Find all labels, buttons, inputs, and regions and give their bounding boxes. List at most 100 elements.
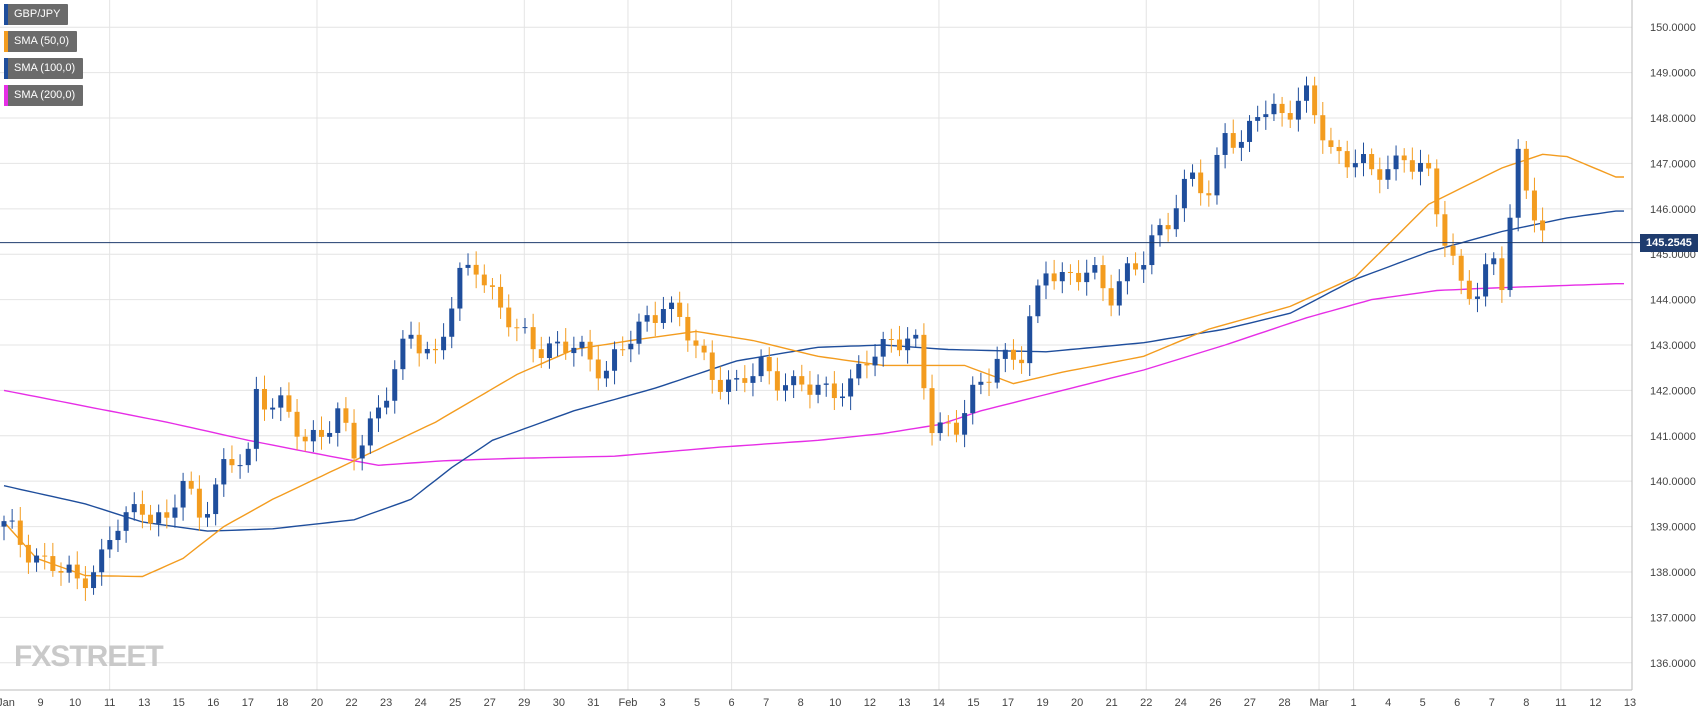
candle-body [74,564,80,579]
y-tick-label: 146.0000 [1650,204,1696,216]
candle-body [514,327,520,329]
candle-body [1295,100,1301,120]
x-tick-label: 14 [933,697,945,709]
y-tick-label: 142.0000 [1650,385,1696,397]
candle-body [823,383,829,385]
candle-body [441,336,447,351]
candle-body [188,480,194,489]
candle-body [237,465,243,467]
x-tick-label: 10 [829,697,841,709]
x-tick-label: 27 [1244,697,1256,709]
candle-body [196,488,202,518]
legend-swatch [4,85,8,106]
legend-item-sma100: SMA (100,0) [4,58,84,79]
candle-body [1157,225,1163,236]
candle-body [848,378,854,397]
x-tick-label: 11 [104,697,115,709]
candle-body [1108,288,1114,306]
x-tick-label: 6 [729,697,735,709]
candle-body [99,549,105,573]
candle-body [1409,160,1415,172]
candle-body [432,348,438,351]
candle-body [1360,154,1366,164]
candle-body [726,379,732,392]
candle-body [644,315,650,322]
candle-body [734,378,740,380]
candle-body [286,395,292,412]
candle-body [66,564,72,573]
candle-body [310,429,316,442]
candle-body [172,507,178,518]
sma-lines [3,153,1624,578]
x-tick-label: 17 [1002,697,1014,709]
candle-body [1499,258,1505,291]
x-tick-label: 16 [207,697,219,709]
candle-body [612,349,618,371]
candle-body [1377,169,1383,180]
candle-body [1100,265,1106,289]
x-tick-label: Jan [0,697,15,709]
candle-body [896,339,902,351]
x-tick-label: 13 [898,697,910,709]
candle-body [50,556,56,571]
x-tick-label: 12 [864,697,876,709]
candle-body [1141,265,1147,270]
candle-body [384,400,390,408]
candle-body [628,343,634,350]
candle-body [1352,163,1358,168]
candle-body [758,357,764,377]
candle-body [42,555,48,557]
y-tick-label: 150.0000 [1650,22,1696,34]
candle-body [774,371,780,391]
x-tick-label: 24 [1175,697,1187,709]
candle-body [1165,225,1171,230]
legend-label: SMA (50,0) [14,35,70,47]
legend-item-sma200: SMA (200,0) [4,85,84,106]
candle-body [318,429,324,437]
candle-body [1328,140,1334,147]
y-tick-label: 145.0000 [1650,249,1696,261]
candle-body [1092,265,1098,273]
candle-body [1010,349,1016,360]
candle-body [1450,245,1456,256]
x-tick-label: 28 [1278,697,1290,709]
candle-body [669,302,675,310]
x-tick-label: 11 [1555,697,1566,709]
candle-body [831,383,837,399]
x-tick-label: 19 [1036,697,1048,709]
candle-body [1434,168,1440,215]
candle-body [1483,264,1489,297]
candle-body [481,274,487,286]
y-tick-label: 148.0000 [1650,113,1696,125]
x-tick-label: 5 [694,697,700,709]
candle-body [1247,120,1253,142]
candle-body [449,308,455,337]
candle-body [1181,178,1187,209]
candle-body [986,381,992,383]
x-tick-label: 9 [37,697,43,709]
x-tick-label: 23 [380,697,392,709]
candle-body [139,504,145,515]
candle-body [905,338,911,351]
candle-body [750,376,756,383]
candle-body [1076,272,1082,283]
candle-body [1515,148,1521,218]
x-tick-label: 17 [242,697,254,709]
x-tick-label: 29 [518,697,530,709]
candle-body [522,327,528,329]
candle-body [815,384,821,395]
candle-body [945,422,951,424]
candle-body [864,363,870,366]
candle-body [571,347,577,354]
y-tick-label: 137.0000 [1650,612,1696,624]
candle-body [1312,85,1318,116]
candle-body [351,422,357,459]
candle-body [685,316,691,341]
candle-body [278,395,284,408]
x-tick-label: 25 [449,697,461,709]
candle-body [1474,296,1480,299]
candle-body [270,407,276,410]
candle-body [693,340,699,346]
y-tick-label: 139.0000 [1650,522,1696,534]
